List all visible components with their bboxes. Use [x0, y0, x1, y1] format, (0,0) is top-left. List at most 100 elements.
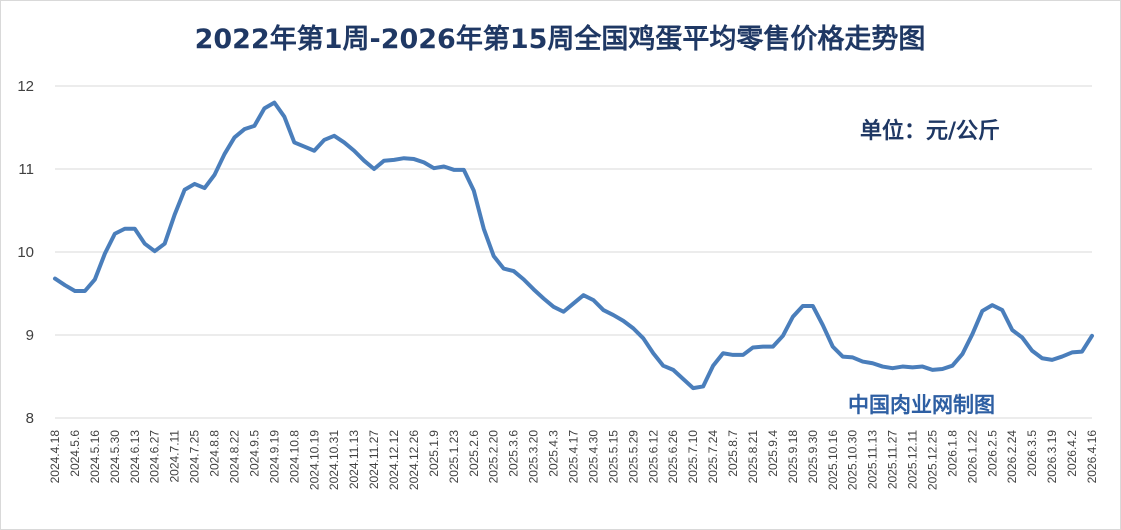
data-point: [641, 336, 645, 340]
data-point: [232, 135, 236, 139]
data-point: [1080, 350, 1084, 354]
data-point: [562, 310, 566, 314]
data-point: [422, 160, 426, 164]
data-point: [591, 298, 595, 302]
x-tick-label: 2025.2.20: [487, 430, 501, 484]
data-point: [970, 332, 974, 336]
x-tick-label: 2024.5.30: [108, 430, 122, 484]
data-point: [53, 277, 57, 281]
x-tick-label: 2026.3.19: [1045, 430, 1059, 484]
data-point: [372, 167, 376, 171]
data-point: [252, 124, 256, 128]
x-tick-label: 2025.12.25: [925, 430, 939, 490]
x-tick-label: 2025.12.11: [906, 430, 920, 489]
data-point: [831, 345, 835, 349]
data-point: [332, 134, 336, 138]
data-point: [741, 353, 745, 357]
data-point: [193, 182, 197, 186]
x-tick-label: 2025.11.13: [866, 430, 880, 489]
data-point: [980, 309, 984, 313]
data-point: [462, 168, 466, 172]
y-tick-label: 11: [18, 161, 34, 178]
data-point: [213, 173, 217, 177]
data-point: [392, 158, 396, 162]
x-tick-label: 2024.12.12: [387, 430, 401, 490]
x-tick-label: 2025.9.18: [786, 430, 800, 484]
data-point: [771, 345, 775, 349]
data-point: [442, 165, 446, 169]
data-point: [272, 101, 276, 105]
x-tick-label: 2025.1.9: [427, 430, 441, 477]
x-tick-label: 2025.11.27: [886, 430, 900, 489]
x-tick-label: 2026.4.2: [1065, 430, 1079, 477]
x-tick-label: 2025.3.20: [527, 430, 541, 484]
x-tick-label: 2026.1.8: [945, 430, 959, 477]
data-point: [671, 368, 675, 372]
data-point: [103, 252, 107, 256]
data-point: [173, 213, 177, 217]
data-point: [871, 361, 875, 365]
data-point: [542, 296, 546, 300]
data-point: [781, 334, 785, 338]
data-point: [661, 364, 665, 368]
data-point: [262, 106, 266, 110]
data-point: [163, 242, 167, 246]
x-tick-label: 2024.10.19: [307, 430, 321, 490]
data-point: [960, 352, 964, 356]
x-tick-label: 2025.5.29: [626, 430, 640, 484]
data-point: [601, 308, 605, 312]
x-tick-label: 2026.1.22: [965, 430, 979, 484]
data-point: [532, 287, 536, 291]
x-tick-label: 2025.6.26: [666, 430, 680, 484]
x-tick-label: 2024.9.19: [267, 430, 281, 484]
data-point: [482, 227, 486, 231]
data-point: [791, 315, 795, 319]
x-tick-label: 2024.8.8: [208, 430, 222, 477]
data-point: [282, 115, 286, 119]
data-point: [581, 293, 585, 297]
x-tick-label: 2024.4.18: [48, 430, 62, 484]
x-tick-label: 2024.8.22: [227, 430, 241, 484]
data-point: [711, 364, 715, 368]
data-point: [761, 345, 765, 349]
data-point: [881, 365, 885, 369]
data-point: [342, 140, 346, 144]
data-point: [1020, 335, 1024, 339]
watermark-label: 中国肉业网制图: [848, 393, 995, 417]
x-tick-label: 2025.2.6: [467, 430, 481, 477]
data-point: [452, 168, 456, 172]
data-point: [302, 145, 306, 149]
x-tick-label: 2025.10.16: [826, 430, 840, 490]
data-point: [183, 188, 187, 192]
x-tick-label: 2025.7.10: [686, 430, 700, 484]
data-point: [93, 277, 97, 281]
x-tick-label: 2025.6.12: [646, 430, 660, 484]
data-point: [203, 186, 207, 190]
data-point: [362, 159, 366, 163]
data-point: [133, 227, 137, 231]
x-tick-label: 2024.7.25: [188, 430, 202, 484]
data-point: [83, 289, 87, 293]
data-point: [522, 277, 526, 281]
y-tick-label: 12: [17, 78, 34, 95]
data-point: [751, 345, 755, 349]
data-point: [631, 326, 635, 330]
series-points: [53, 101, 1094, 391]
data-point: [950, 364, 954, 368]
x-tick-label: 2026.4.16: [1085, 430, 1099, 484]
data-point: [681, 377, 685, 381]
data-point: [322, 138, 326, 142]
y-tick-label: 8: [26, 410, 34, 427]
data-point: [940, 367, 944, 371]
data-point: [153, 249, 157, 253]
data-point: [512, 269, 516, 273]
x-tick-label: 2025.8.21: [746, 430, 760, 484]
data-point: [701, 384, 705, 388]
x-tick-label: 2024.5.6: [68, 430, 82, 477]
data-point: [312, 149, 316, 153]
data-point: [801, 304, 805, 308]
data-point: [990, 303, 994, 307]
x-tick-label: 2025.1.23: [447, 430, 461, 484]
x-tick-label: 2025.9.4: [766, 430, 780, 477]
